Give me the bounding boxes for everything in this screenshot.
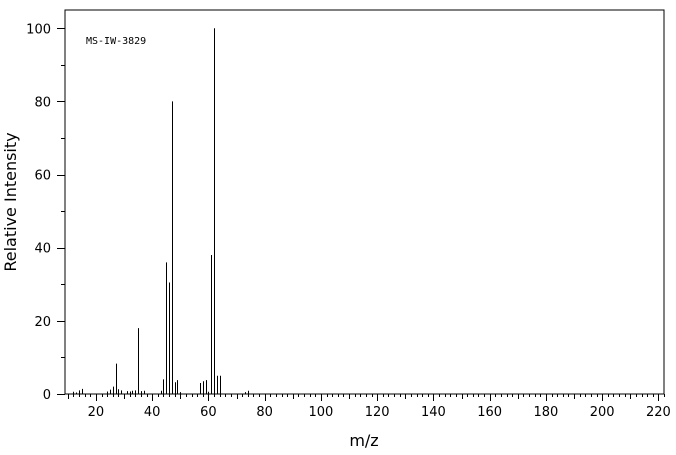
- x-axis-title: m/z: [349, 431, 378, 450]
- x-axis-ticks: 20 40 60 80 100 120 140 160 180 200 220: [68, 394, 671, 420]
- x-tick-label-200: 200: [590, 405, 615, 420]
- spectrum-id-label: MS-IW-3829: [86, 36, 146, 47]
- peak-bars: [73, 28, 249, 394]
- x-tick-label-20: 20: [88, 405, 105, 420]
- y-axis-ticks: 0 20 40 60 80 100: [26, 22, 65, 403]
- x-tick-label-40: 40: [144, 405, 161, 420]
- y-tick-label-0: 0: [43, 388, 51, 403]
- x-tick-label-120: 120: [365, 405, 390, 420]
- y-tick-label-80: 80: [34, 95, 51, 110]
- y-tick-label-40: 40: [34, 242, 51, 257]
- y-tick-label-20: 20: [34, 315, 51, 330]
- x-tick-label-220: 220: [646, 405, 671, 420]
- x-tick-label-60: 60: [200, 405, 217, 420]
- y-tick-label-100: 100: [26, 22, 51, 37]
- y-tick-label-60: 60: [34, 169, 51, 184]
- plot-frame: [64, 9, 665, 395]
- y-axis-title: Relative Intensity: [1, 132, 20, 271]
- x-tick-label-140: 140: [421, 405, 446, 420]
- x-tick-label-100: 100: [308, 405, 333, 420]
- x-tick-label-80: 80: [256, 405, 273, 420]
- x-tick-label-180: 180: [533, 405, 558, 420]
- x-tick-label-160: 160: [477, 405, 502, 420]
